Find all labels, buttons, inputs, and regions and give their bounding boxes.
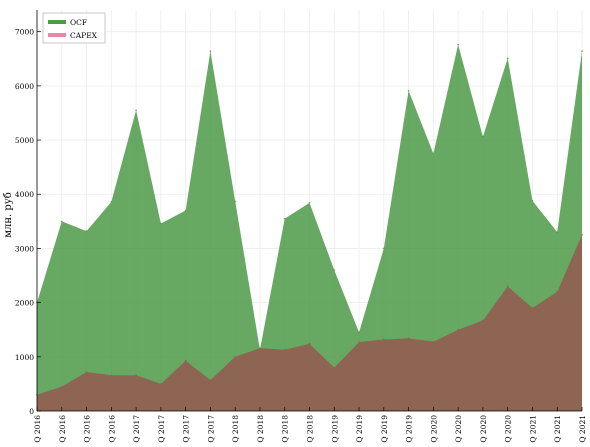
x-tick-label: 3Q 2016	[83, 415, 92, 443]
point-capex	[506, 285, 509, 288]
y-tick-label: 1000	[15, 353, 34, 362]
y-tick-label: 5000	[15, 136, 34, 145]
x-tick-label: 1Q 2021	[528, 415, 537, 443]
y-tick-label: 6000	[15, 82, 34, 91]
x-tick-label: 4Q 2018	[306, 415, 315, 443]
x-tick-label: 2Q 2020	[454, 415, 463, 443]
y-tick-label: 4000	[15, 190, 34, 199]
legend-label-capex: CAPEX	[70, 31, 98, 40]
y-tick-label: 0	[29, 407, 34, 416]
point-ocf	[333, 269, 336, 271]
area-ocf	[37, 44, 582, 411]
point-capex	[556, 290, 559, 293]
point-ocf	[85, 230, 88, 232]
point-capex	[283, 348, 286, 351]
point-capex	[407, 337, 410, 340]
point-capex	[184, 359, 187, 362]
point-ocf	[135, 109, 137, 112]
point-ocf	[60, 220, 63, 223]
point-capex	[432, 340, 435, 343]
x-tick-label: 1Q 2016	[33, 415, 42, 443]
x-tick-label: 3Q 2017	[182, 415, 191, 443]
point-capex	[457, 328, 459, 331]
legend: OCF CAPEX	[42, 12, 106, 44]
x-tick-label: 4Q 2019	[405, 415, 414, 443]
point-ocf	[556, 231, 559, 233]
point-ocf	[160, 222, 162, 225]
point-ocf	[506, 57, 509, 60]
point-ocf	[283, 217, 286, 220]
point-capex	[234, 356, 236, 358]
point-capex	[358, 341, 360, 343]
x-tick-label: 4Q 2020	[504, 415, 513, 443]
point-capex	[383, 338, 385, 341]
point-capex	[308, 343, 311, 345]
area-capex	[37, 234, 582, 411]
x-tick-label: 1Q 2018	[231, 415, 240, 443]
point-ocf	[234, 200, 236, 203]
point-capex	[581, 234, 583, 236]
point-ocf	[383, 247, 385, 250]
x-tick-label: 2Q 2019	[355, 415, 364, 443]
legend-swatch-capex	[48, 33, 66, 37]
x-tick-label: 3Q 2020	[479, 415, 488, 443]
y-axis-label: млн. руб	[3, 192, 14, 237]
point-ocf	[259, 348, 261, 351]
y-tick-label: 2000	[15, 299, 34, 308]
point-capex	[110, 374, 113, 377]
point-ocf	[482, 136, 484, 138]
y-tick-label: 7000	[15, 28, 34, 37]
point-ocf	[407, 89, 410, 92]
x-tick-label: 4Q 2017	[206, 415, 215, 443]
point-capex	[160, 383, 162, 385]
point-ocf	[209, 50, 212, 52]
x-tick-label: 2Q 2018	[256, 415, 265, 443]
point-capex	[531, 307, 534, 309]
point-ocf	[110, 201, 113, 203]
point-capex	[482, 319, 484, 322]
point-capex	[85, 371, 88, 373]
point-ocf	[531, 199, 534, 202]
x-tick-label: 1Q 2017	[132, 415, 141, 443]
point-capex	[209, 379, 212, 381]
point-ocf	[457, 43, 459, 46]
legend-box	[42, 12, 106, 44]
area-layer	[36, 43, 583, 411]
point-ocf	[184, 209, 187, 212]
x-tick-label: 3Q 2021	[578, 415, 587, 443]
y-tick-label: 3000	[15, 244, 34, 253]
x-tick-label: 3Q 2019	[380, 415, 389, 443]
point-capex	[60, 385, 63, 388]
x-tick-label: 2Q 2016	[58, 415, 67, 443]
x-tick-label: 4Q 2016	[107, 415, 116, 443]
x-tick-label: 1Q 2020	[429, 415, 438, 443]
point-ocf	[432, 152, 435, 155]
x-tick-label: 2Q 2021	[553, 415, 562, 443]
x-tick-label: 2Q 2017	[157, 415, 166, 443]
point-ocf	[308, 202, 311, 204]
axes: 0 1000 2000 3000 4000 5000 6000 7000 1Q 2016 2Q 2…	[15, 10, 587, 447]
x-tick-label: 1Q 2019	[330, 415, 339, 443]
legend-swatch-ocf	[48, 20, 66, 24]
point-capex	[259, 347, 261, 349]
legend-label-ocf: OCF	[70, 18, 87, 27]
point-ocf	[358, 331, 360, 334]
point-ocf	[581, 50, 583, 52]
point-capex	[135, 374, 137, 377]
point-capex	[333, 366, 336, 369]
x-tick-label: 3Q 2018	[281, 415, 290, 443]
